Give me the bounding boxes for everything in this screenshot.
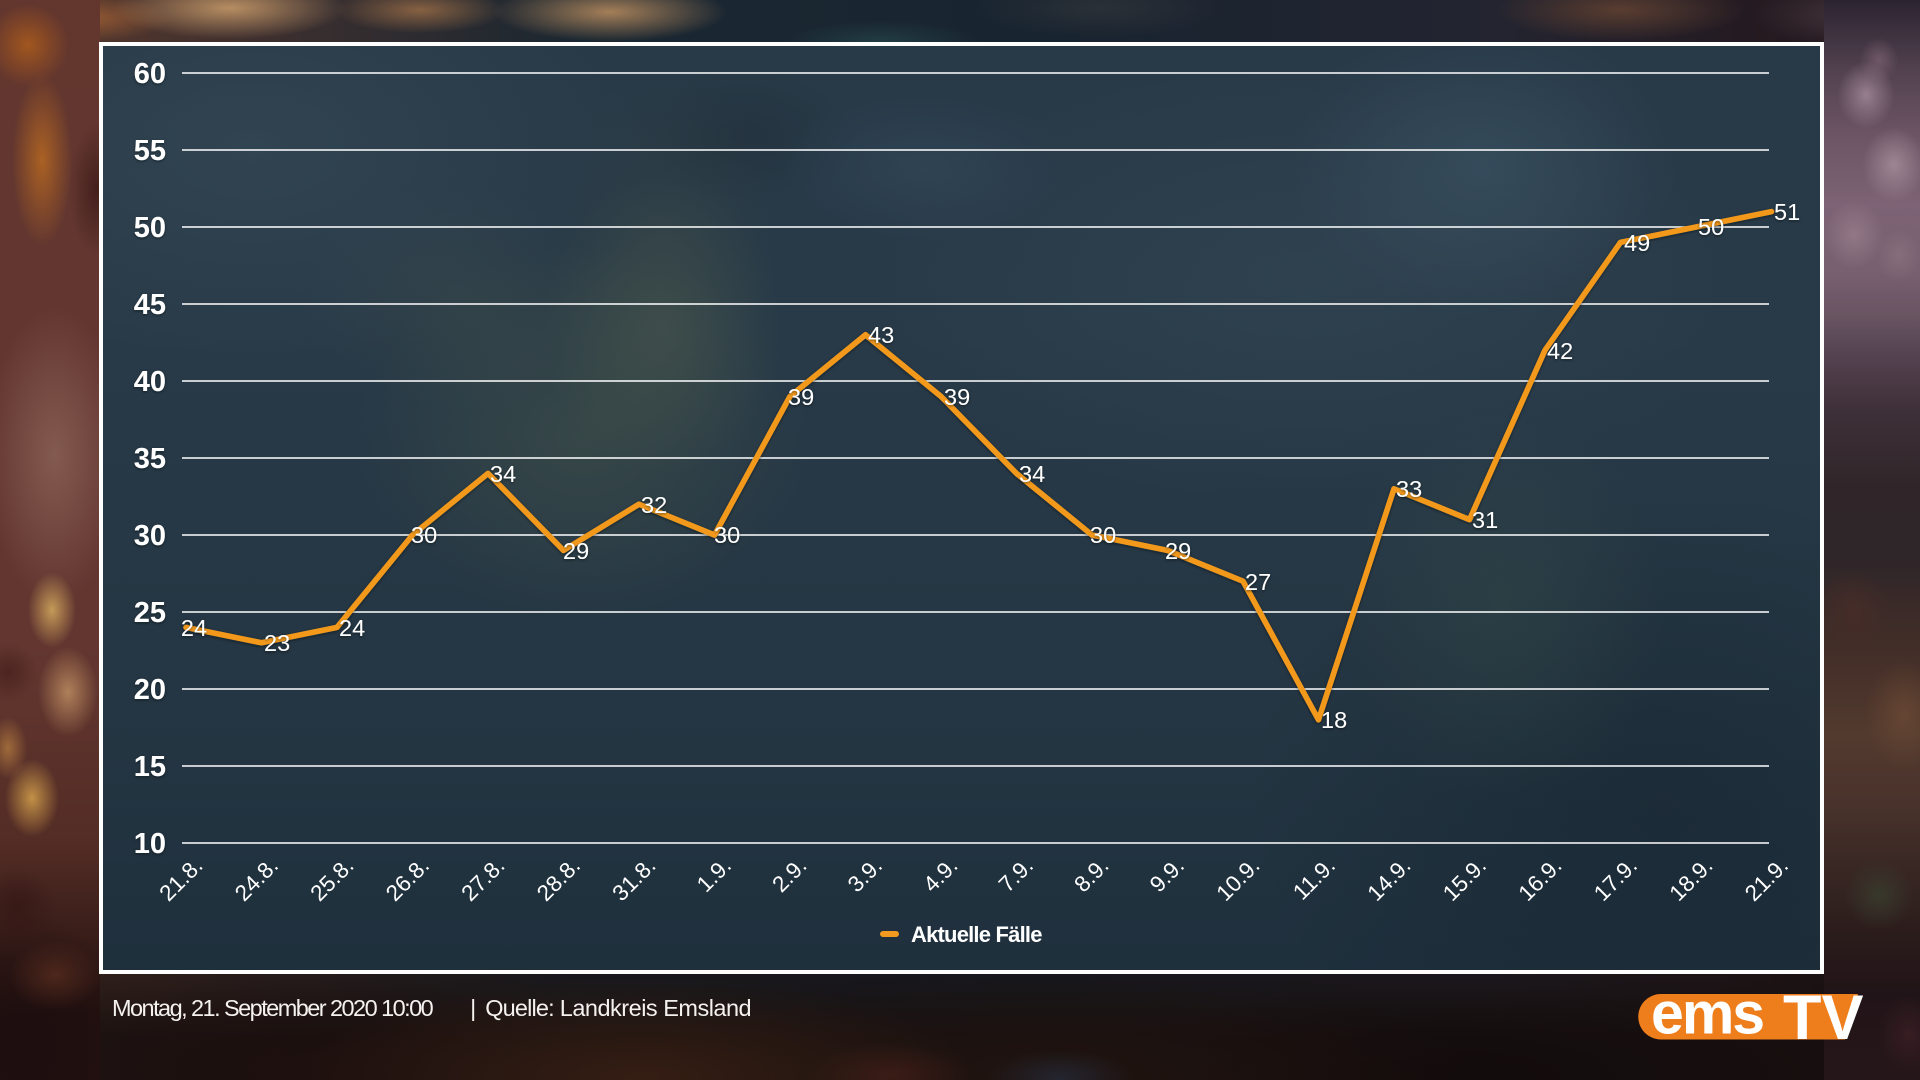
svg-text:45: 45 <box>134 289 166 321</box>
svg-text:34: 34 <box>1019 461 1045 487</box>
svg-text:27.8.: 27.8. <box>456 853 509 906</box>
svg-text:39: 39 <box>944 384 970 410</box>
svg-text:39: 39 <box>788 384 814 410</box>
svg-text:26.8.: 26.8. <box>381 853 434 906</box>
svg-text:30: 30 <box>134 520 166 552</box>
svg-text:10.9.: 10.9. <box>1211 853 1264 906</box>
svg-text:25.8.: 25.8. <box>305 853 358 906</box>
svg-text:14.9.: 14.9. <box>1362 853 1415 906</box>
svg-text:17.9.: 17.9. <box>1589 853 1642 906</box>
svg-text:TV: TV <box>1783 983 1864 1053</box>
svg-text:31.8.: 31.8. <box>607 853 660 906</box>
svg-text:23: 23 <box>264 630 290 656</box>
svg-text:9.9.: 9.9. <box>1145 853 1189 897</box>
svg-text:27: 27 <box>1245 569 1271 595</box>
svg-text:4.9.: 4.9. <box>918 853 962 897</box>
svg-text:11.9.: 11.9. <box>1288 853 1340 905</box>
svg-text:43: 43 <box>868 322 894 348</box>
svg-text:60: 60 <box>134 58 166 90</box>
svg-text:30: 30 <box>1090 522 1116 548</box>
svg-text:24: 24 <box>339 615 365 641</box>
svg-text:50: 50 <box>1698 214 1724 240</box>
svg-text:20: 20 <box>134 674 166 706</box>
svg-text:18: 18 <box>1321 707 1347 733</box>
svg-text:3.9.: 3.9. <box>843 853 887 897</box>
svg-text:2.9.: 2.9. <box>767 853 811 897</box>
svg-text:30: 30 <box>411 522 437 548</box>
svg-text:51: 51 <box>1774 199 1800 225</box>
svg-text:34: 34 <box>490 461 516 487</box>
svg-text:55: 55 <box>134 135 166 167</box>
svg-text:15.9.: 15.9. <box>1438 853 1491 906</box>
svg-text:16.9.: 16.9. <box>1513 853 1566 906</box>
svg-text:42: 42 <box>1547 338 1573 364</box>
svg-text:25: 25 <box>134 597 166 629</box>
svg-text:10: 10 <box>134 828 166 860</box>
svg-text:18.9.: 18.9. <box>1664 853 1717 906</box>
svg-text:50: 50 <box>134 212 166 244</box>
svg-text:49: 49 <box>1624 230 1650 256</box>
svg-text:31: 31 <box>1472 507 1498 533</box>
svg-text:ems: ems <box>1651 981 1763 1047</box>
svg-text:15: 15 <box>134 751 166 783</box>
svg-text:29: 29 <box>563 538 589 564</box>
svg-text:40: 40 <box>134 366 166 398</box>
svg-text:33: 33 <box>1396 476 1422 502</box>
svg-text:Aktuelle Fälle: Aktuelle Fälle <box>911 922 1042 947</box>
svg-text:21.9.: 21.9. <box>1740 853 1793 906</box>
svg-text:30: 30 <box>714 522 740 548</box>
svg-text:21.8.: 21.8. <box>154 853 207 906</box>
svg-text:28.8.: 28.8. <box>532 853 585 906</box>
svg-text:7.9.: 7.9. <box>994 853 1038 897</box>
svg-text:1.9.: 1.9. <box>692 853 736 897</box>
svg-text:29: 29 <box>1165 538 1191 564</box>
svg-text:24.8.: 24.8. <box>230 853 283 906</box>
svg-text:8.9.: 8.9. <box>1069 853 1113 897</box>
svg-text:24: 24 <box>181 615 207 641</box>
svg-text:35: 35 <box>134 443 166 475</box>
svg-text:32: 32 <box>641 492 667 518</box>
